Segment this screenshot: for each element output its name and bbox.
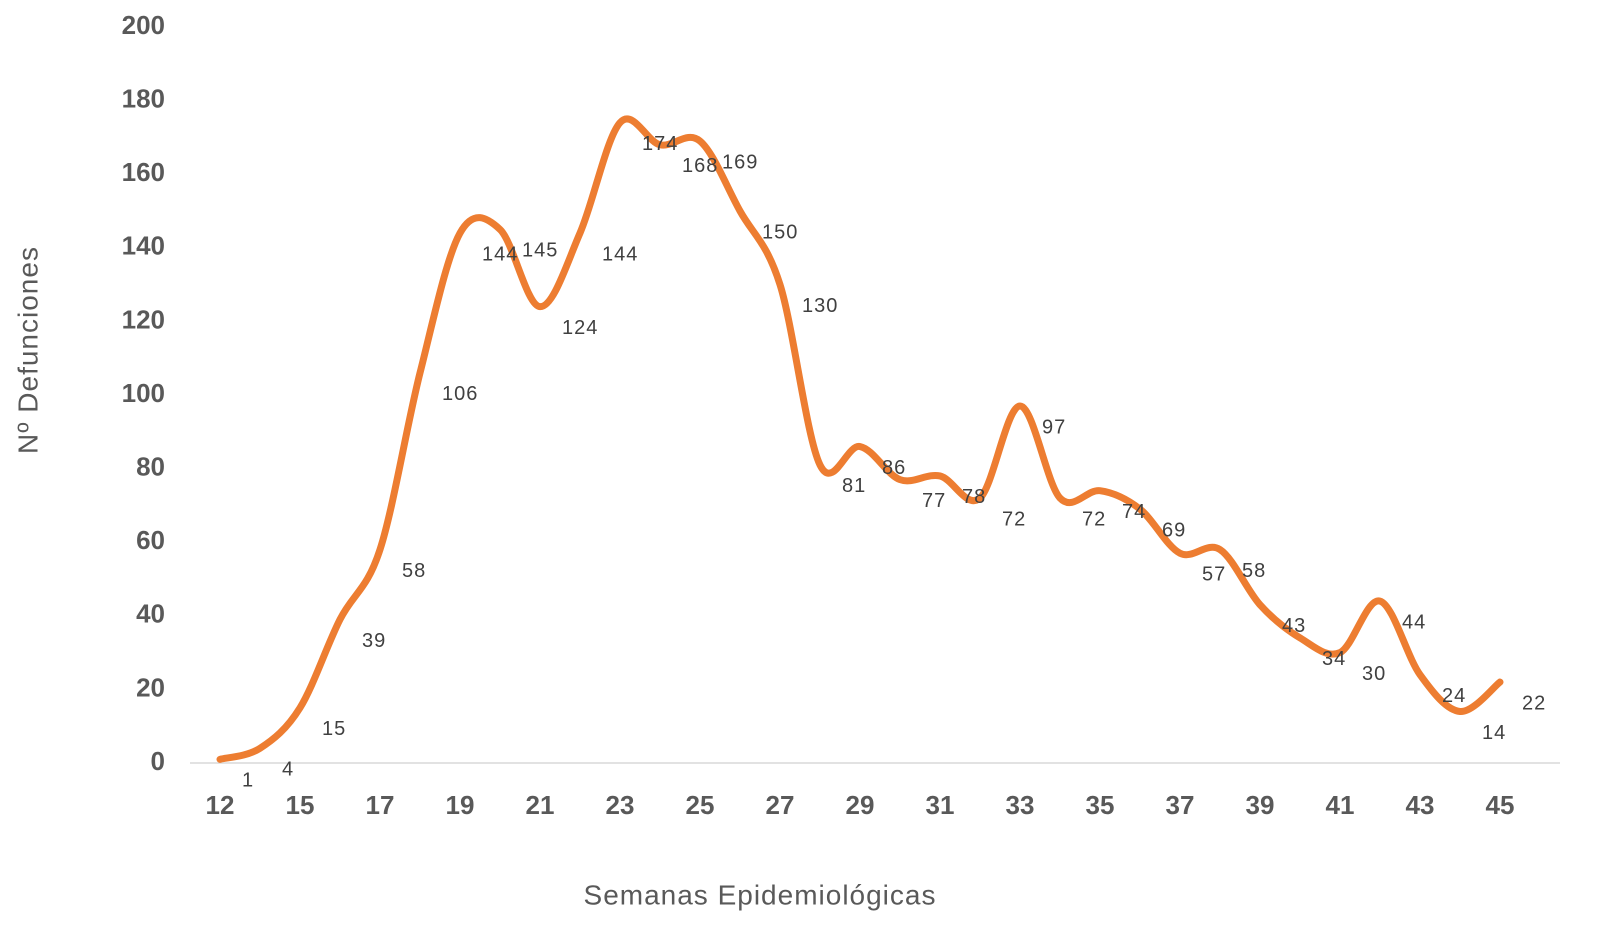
- y-tick-label: 200: [122, 10, 165, 40]
- x-tick-label: 31: [926, 790, 955, 820]
- y-tick-label: 0: [151, 746, 165, 776]
- data-label: 58: [1242, 560, 1266, 582]
- data-label: 14: [1482, 722, 1506, 744]
- x-axis-title: Semanas Epidemiológicas: [584, 879, 937, 910]
- y-tick-label: 140: [122, 231, 165, 261]
- y-tick-label: 80: [136, 451, 165, 481]
- x-tick-label: 25: [686, 790, 715, 820]
- data-label: 77: [922, 490, 946, 512]
- y-tick-label: 180: [122, 83, 165, 113]
- x-tick-label: 21: [526, 790, 555, 820]
- x-tick-label: 41: [1326, 790, 1355, 820]
- data-label: 78: [962, 486, 986, 508]
- data-label: 43: [1282, 615, 1306, 637]
- x-tick-label: 23: [606, 790, 635, 820]
- data-label: 58: [402, 560, 426, 582]
- data-label: 144: [482, 243, 518, 265]
- data-label: 34: [1322, 648, 1346, 670]
- y-tick-label: 100: [122, 378, 165, 408]
- data-label: 174: [642, 133, 678, 155]
- data-label: 168: [682, 155, 718, 177]
- data-label: 72: [1082, 508, 1106, 530]
- data-label: 69: [1162, 519, 1186, 541]
- data-label: 30: [1362, 663, 1386, 685]
- x-tick-label: 19: [446, 790, 475, 820]
- y-tick-label: 60: [136, 525, 165, 555]
- line: [216, 115, 1504, 763]
- data-label: 4: [282, 759, 294, 781]
- data-label: 44: [1402, 611, 1426, 633]
- data-label: 150: [762, 221, 798, 243]
- x-tick-label: 37: [1166, 790, 1195, 820]
- data-label: 57: [1202, 564, 1226, 586]
- y-tick-label: 120: [122, 304, 165, 334]
- x-tick-label: 33: [1006, 790, 1035, 820]
- y-axis-title: Nº Defunciones: [12, 246, 43, 454]
- data-label: 124: [562, 317, 598, 339]
- x-tick-label: 35: [1086, 790, 1115, 820]
- data-label: 72: [1002, 508, 1026, 530]
- data-label: 24: [1442, 685, 1466, 707]
- y-tick-label: 40: [136, 599, 165, 629]
- data-label: 145: [522, 240, 558, 262]
- x-tick-label: 29: [846, 790, 875, 820]
- data-label: 81: [842, 475, 866, 497]
- y-tick-label: 20: [136, 672, 165, 702]
- data-label: 74: [1122, 501, 1146, 523]
- x-tick-label: 15: [286, 790, 315, 820]
- data-label: 97: [1042, 416, 1066, 438]
- x-tick-label: 12: [206, 790, 235, 820]
- data-label: 106: [442, 383, 478, 405]
- data-label: 22: [1522, 692, 1546, 714]
- data-label: 86: [882, 457, 906, 479]
- x-tick-label: 27: [766, 790, 795, 820]
- x-tick-label: 17: [366, 790, 395, 820]
- x-tick-label: 43: [1406, 790, 1435, 820]
- x-tick-label: 39: [1246, 790, 1275, 820]
- data-label: 130: [802, 295, 838, 317]
- data-label: 1: [242, 770, 254, 792]
- data-label: 144: [602, 243, 638, 265]
- data-label: 39: [362, 630, 386, 652]
- data-label: 169: [722, 151, 758, 173]
- y-tick-label: 160: [122, 157, 165, 187]
- data-label: 15: [322, 718, 346, 740]
- x-tick-label: 45: [1486, 790, 1515, 820]
